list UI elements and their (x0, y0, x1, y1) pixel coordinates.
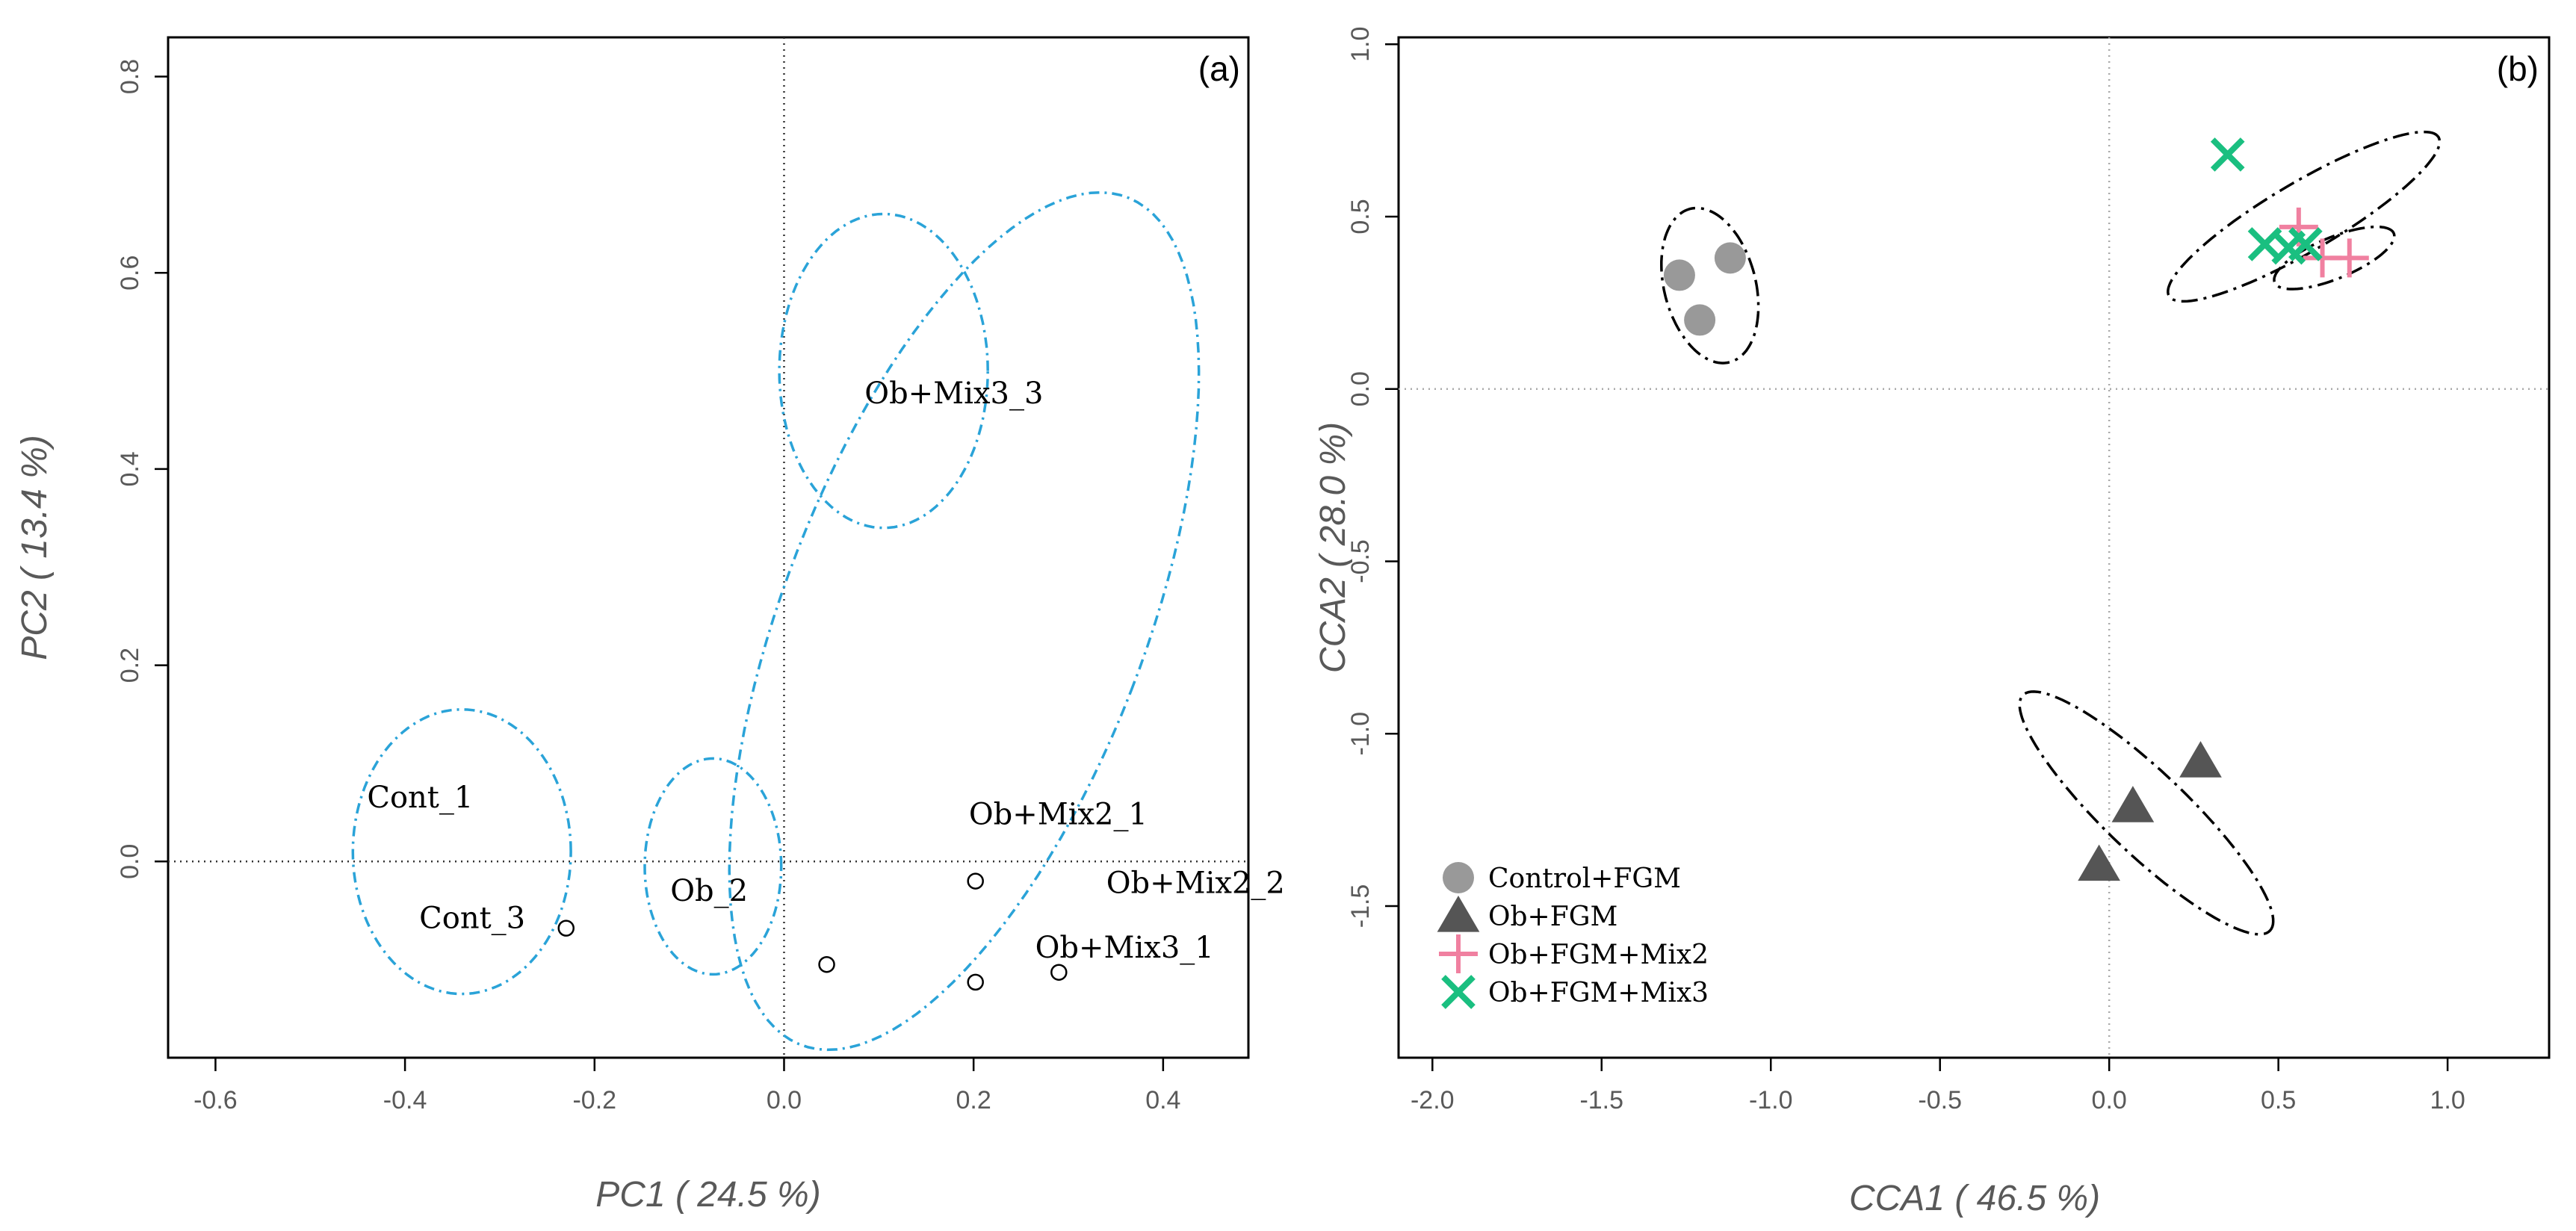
group-ellipse-b (2273, 225, 2396, 291)
legend-label: Ob+FGM+Mix3 (1488, 978, 1709, 1008)
panel-a: -0.6 -0.4 -0.2 0.0 0.2 0.4 0.0 0.2 0.4 0.6 0.8 Con… (15, 36, 1285, 1215)
x-tick-label-b: -1.0 (1749, 1086, 1793, 1114)
legend-label: Control+FGM (1488, 863, 1681, 894)
point-control-fgm (1714, 242, 1746, 274)
point-ob-fgm (2111, 786, 2155, 822)
legend-marker (1443, 862, 1474, 893)
group-ellipse-b (2167, 130, 2442, 303)
sample-point (967, 973, 984, 991)
sample-label: Ob_2 (670, 874, 748, 908)
y-tick-label-a: 0.2 (116, 648, 144, 683)
sample-label: Ob+Mix3_3 (864, 376, 1043, 411)
sample-label: Ob+Mix2_1 (969, 797, 1148, 831)
point-ob-fgm (2179, 741, 2222, 778)
sample-label: Ob+Mix2_2 (1106, 866, 1285, 900)
legend-marker (1441, 975, 1476, 1009)
group-ellipse-b (2018, 690, 2275, 936)
y-tick-label-a: 0.0 (116, 844, 144, 879)
y-tick-label-b: 1.0 (1346, 27, 1375, 62)
group-ellipse-a (778, 212, 989, 530)
x-tick-label-b: -2.0 (1411, 1086, 1455, 1114)
sample-label: Ob+Mix3_1 (1035, 931, 1214, 965)
point-ob-fgm-mix3 (2210, 137, 2245, 172)
x-tick-label-a: 0.0 (767, 1086, 802, 1114)
sample-point (818, 955, 835, 973)
group-ellipse-a (351, 707, 572, 996)
y-tick-label-b: 0.0 (1346, 371, 1375, 406)
x-tick-label-a: 0.2 (956, 1086, 991, 1114)
point-ob-fgm-mix2 (2329, 238, 2369, 278)
y-tick-label-b: -1.5 (1346, 884, 1375, 928)
sample-point (967, 872, 984, 890)
panel-b: -2.0 -1.5 -1.0 -0.5 0.0 0.5 1.0 1.0 0.5 0.0 -0.5 -1… (1313, 27, 2551, 1218)
x-tick-label-b: -0.5 (1918, 1086, 1962, 1114)
legend-label: Ob+FGM+Mix2 (1488, 940, 1709, 970)
axis-ticks-b: -2.0 -1.5 -1.0 -0.5 0.0 0.5 1.0 1.0 0.5 0.0 -0.5 -1… (1346, 27, 2549, 1114)
x-tick-label-a: -0.4 (383, 1086, 427, 1114)
point-ob-fgm-mix3 (2288, 227, 2323, 261)
legend: Control+FGM Ob+FGM Ob+FGM+Mix2 Ob+FGM+Mix3 (1437, 862, 1709, 1009)
y-tick-label-a: 0.8 (116, 59, 144, 94)
plot-frame-b (1397, 36, 2551, 1059)
x-tick-label-b: 0.5 (2261, 1086, 2296, 1114)
plot-marks-b (1660, 130, 2442, 936)
y-tick-label-b: -0.5 (1346, 539, 1375, 583)
y-tick-label-a: 0.4 (116, 451, 144, 486)
sample-label: Cont_1 (367, 781, 473, 815)
y-tick-label-a: 0.6 (116, 255, 144, 291)
x-tick-label-b: -1.5 (1579, 1086, 1623, 1114)
sample-point (1050, 964, 1068, 981)
group-ellipse-a (728, 190, 1201, 1052)
y-tick-label-b: 0.5 (1346, 199, 1375, 234)
x-tick-label-b: 0.0 (2092, 1086, 2127, 1114)
sample-point (557, 920, 575, 937)
point-ob-fgm (2078, 844, 2120, 881)
y-tick-label-b: -1.0 (1346, 712, 1375, 756)
x-tick-label-b: 1.0 (2430, 1086, 2465, 1114)
panel-label-a: (a) (1198, 49, 1240, 88)
legend-label: Ob+FGM (1488, 902, 1617, 932)
x-axis-title-b: CCA1 ( 46.5 %) (1849, 1179, 2100, 1218)
x-axis-title-a: PC1 ( 24.5 %) (595, 1175, 820, 1215)
axis-ticks-a: -0.6 -0.4 -0.2 0.0 0.2 0.4 0.0 0.2 0.4 0.6 0.8 (116, 37, 1248, 1114)
group-ellipse-b (1660, 206, 1760, 365)
legend-marker (1439, 934, 1478, 973)
point-control-fgm (1663, 259, 1695, 291)
x-tick-label-a: -0.2 (572, 1086, 616, 1114)
plot-frame-a (167, 36, 1250, 1059)
x-tick-label-a: 0.4 (1145, 1086, 1180, 1114)
point-control-fgm (1684, 304, 1716, 336)
plot-marks-a: Cont_1 Cont_3 Ob_2 Ob+Mix2_1 Ob+Mix2_2 Ob+Mix… (351, 190, 1285, 1052)
panel-label-b: (b) (2497, 49, 2539, 88)
legend-marker (1437, 896, 1480, 932)
x-tick-label-a: -0.6 (193, 1086, 238, 1114)
sample-label: Cont_3 (419, 902, 525, 936)
group-ellipse-a (643, 757, 783, 976)
y-axis-title-b: CCA2 ( 28.0 %) (1313, 422, 1353, 673)
y-axis-title-a: PC2 ( 13.4 %) (15, 435, 55, 660)
